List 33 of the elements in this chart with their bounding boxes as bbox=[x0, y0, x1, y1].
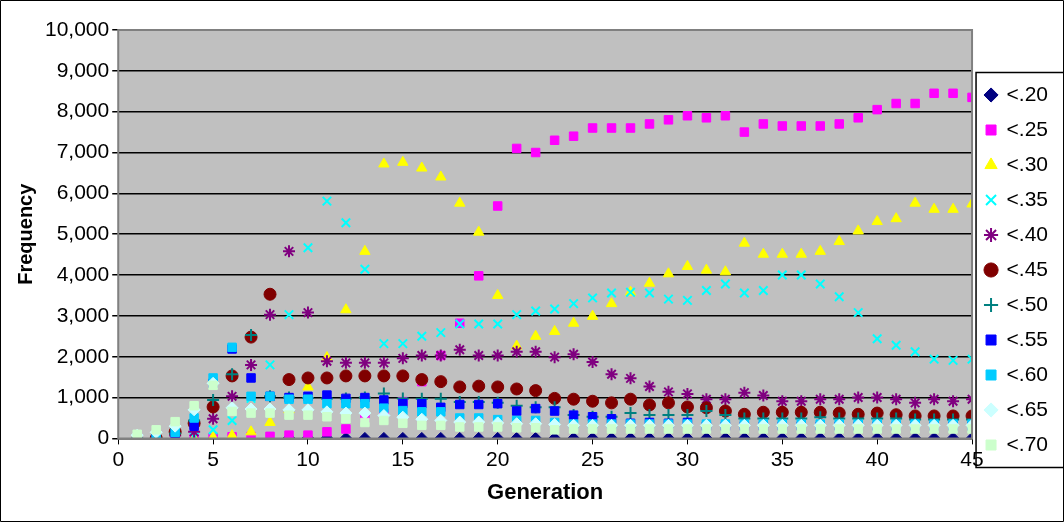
y-tick-label: 1,000 bbox=[56, 384, 110, 408]
y-axis-title: Frequency bbox=[13, 182, 36, 285]
x-tick-label: 25 bbox=[580, 446, 605, 470]
legend-label: <.50 bbox=[1006, 291, 1049, 315]
x-tick-label: 5 bbox=[207, 446, 219, 470]
x-tick-label: 35 bbox=[770, 446, 794, 470]
legend-label: <.65 bbox=[1006, 396, 1049, 420]
x-tick-label: 0 bbox=[112, 446, 125, 470]
legend-label: <.20 bbox=[1006, 81, 1049, 105]
legend-label: <.45 bbox=[1006, 256, 1049, 280]
x-tick-label: 30 bbox=[675, 446, 700, 470]
x-tick-label: 15 bbox=[391, 446, 415, 470]
legend-label: <.55 bbox=[1006, 326, 1049, 350]
x-tick-label: 40 bbox=[865, 446, 889, 470]
legend-label: <.60 bbox=[1006, 361, 1049, 385]
y-tick-label: 10,000 bbox=[45, 16, 110, 40]
y-tick-label: 2,000 bbox=[56, 343, 110, 367]
legend-label: <.40 bbox=[1006, 221, 1049, 245]
x-tick-label: 10 bbox=[296, 446, 320, 470]
x-axis-title: Generation bbox=[487, 478, 604, 504]
legend-label: <.35 bbox=[1006, 186, 1049, 210]
y-tick-label: 4,000 bbox=[56, 261, 110, 285]
y-tick-label: 3,000 bbox=[56, 302, 110, 326]
y-tick-label: 0 bbox=[97, 425, 110, 449]
x-tick-label: 20 bbox=[486, 446, 510, 470]
y-tick-label: 7,000 bbox=[56, 139, 110, 163]
y-tick-label: 8,000 bbox=[56, 98, 110, 122]
legend-label: <.30 bbox=[1006, 151, 1049, 175]
y-tick-label: 9,000 bbox=[56, 57, 110, 81]
y-tick-label: 5,000 bbox=[56, 221, 110, 244]
legend-label: <.25 bbox=[1006, 116, 1049, 140]
legend-label: <.70 bbox=[1006, 431, 1049, 455]
y-tick-label: 6,000 bbox=[56, 180, 110, 204]
